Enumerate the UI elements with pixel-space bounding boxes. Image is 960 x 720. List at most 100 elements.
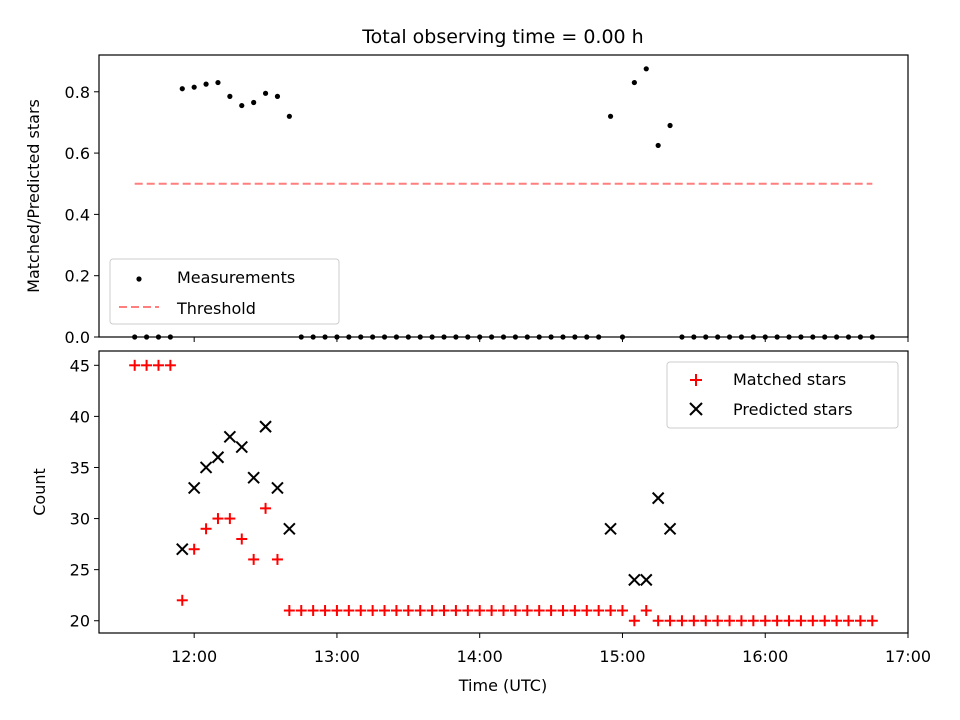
measurement-point	[726, 334, 733, 340]
matched-star-point	[414, 605, 426, 617]
measurement-point	[429, 334, 435, 340]
matched-star-point	[771, 615, 783, 627]
measurement-point	[857, 334, 864, 340]
measurement-point	[334, 334, 340, 340]
matched-star-point	[164, 359, 176, 371]
bottom-y-tick-label: 30	[70, 510, 90, 529]
predicted-star-point	[211, 451, 225, 464]
bottom-y-tick-label: 25	[70, 561, 90, 580]
matched-star-point	[426, 605, 438, 617]
matched-star-point	[866, 615, 878, 627]
bottom-y-tick-label: 45	[70, 356, 90, 375]
matched-star-point	[390, 605, 402, 617]
matched-star-point	[652, 615, 664, 627]
matched-star-point	[509, 605, 521, 617]
measurement-point	[715, 334, 721, 340]
predicted-star-stroke	[259, 420, 272, 433]
predicted-star-point	[176, 543, 189, 556]
top-y-axis-label: Matched/Predicted stars	[24, 99, 43, 293]
measurement-point	[381, 334, 388, 340]
bottom-x-tick-label: 13:00	[314, 647, 360, 666]
legend-threshold-label: Threshold	[176, 299, 256, 318]
measurement-point	[441, 334, 447, 340]
matched-star-point	[628, 615, 640, 627]
predicted-star-stroke	[211, 451, 225, 464]
legend-measurements-marker	[136, 276, 142, 282]
measurement-point	[453, 334, 459, 340]
predicted-stars-series	[176, 420, 677, 587]
measurement-point	[667, 122, 673, 129]
measurement-point	[596, 334, 602, 340]
bottom-x-tick-label: 15:00	[599, 647, 645, 666]
measurement-point	[155, 334, 162, 340]
measurement-point	[465, 334, 471, 340]
measurement-point	[274, 93, 281, 99]
measurement-point	[869, 334, 875, 340]
measurement-point	[239, 102, 245, 109]
measurement-point	[548, 334, 554, 340]
measurement-point	[322, 334, 328, 340]
bottom-x-ticks: 12:00 13:00 14:00 15:00 16:00 17:00	[171, 633, 931, 666]
matched-star-point	[819, 615, 831, 627]
predicted-star-point	[604, 522, 617, 535]
measurement-point	[405, 334, 411, 340]
matched-star-point	[129, 359, 141, 371]
predicted-star-point	[283, 522, 296, 535]
measurement-point	[489, 334, 495, 340]
measurement-point	[251, 99, 257, 106]
measurement-point	[774, 334, 780, 340]
measurement-point	[500, 334, 507, 340]
measurement-point	[417, 334, 423, 340]
matched-star-point	[236, 533, 248, 545]
predicted-star-stroke	[247, 471, 260, 484]
predicted-star-stroke	[199, 461, 213, 474]
bottom-axes-frame	[98, 350, 909, 634]
predicted-star-point	[259, 420, 272, 433]
matched-star-point	[271, 553, 283, 565]
bottom-y-tick-label: 20	[70, 612, 90, 631]
predicted-star-stroke	[235, 440, 248, 454]
chart-title: Total observing time = 0.00 h	[361, 26, 643, 48]
bottom-x-tick-label: 14:00	[457, 647, 503, 666]
top-panel: Matched/Predicted stars 0.00.20.40.60.8 …	[24, 54, 909, 347]
measurement-point	[524, 334, 530, 340]
bottom-x-tick-label: 12:00	[171, 647, 217, 666]
matched-star-point	[533, 605, 545, 617]
measurement-point	[703, 334, 709, 340]
measurement-point	[167, 334, 173, 340]
measurement-point	[179, 86, 185, 92]
predicted-star-stroke	[628, 573, 641, 587]
matched-star-point	[141, 359, 153, 371]
measurement-point	[286, 113, 292, 119]
measurement-point	[822, 334, 828, 340]
matched-star-point	[593, 605, 605, 617]
predicted-star-stroke	[283, 522, 296, 535]
matched-star-point	[260, 502, 272, 514]
matched-star-point	[605, 605, 617, 617]
measurement-point	[834, 334, 840, 340]
measurement-point	[560, 334, 566, 340]
measurement-point	[370, 334, 376, 340]
predicted-star-stroke	[604, 522, 617, 535]
measurement-point	[298, 334, 304, 340]
matched-star-point	[664, 615, 676, 627]
predicted-star-stroke	[271, 481, 284, 495]
matched-star-point	[200, 523, 212, 535]
matched-star-point	[319, 605, 331, 617]
bottom-y-axis-label: Count	[30, 468, 49, 516]
matched-star-point	[783, 615, 795, 627]
predicted-star-point	[663, 522, 677, 535]
matched-star-point	[474, 605, 486, 617]
matched-star-point	[498, 605, 509, 617]
matched-star-point	[735, 615, 747, 627]
predicted-star-stroke	[663, 522, 677, 535]
measurement-point	[358, 334, 364, 340]
top-y-tick-label: 0.6	[65, 144, 90, 163]
predicted-star-stroke	[651, 491, 665, 505]
measurement-point	[762, 334, 768, 340]
matched-star-point	[616, 605, 628, 617]
x-axis-label: Time (UTC)	[458, 676, 547, 695]
legend-matched-label: Matched stars	[733, 370, 846, 389]
